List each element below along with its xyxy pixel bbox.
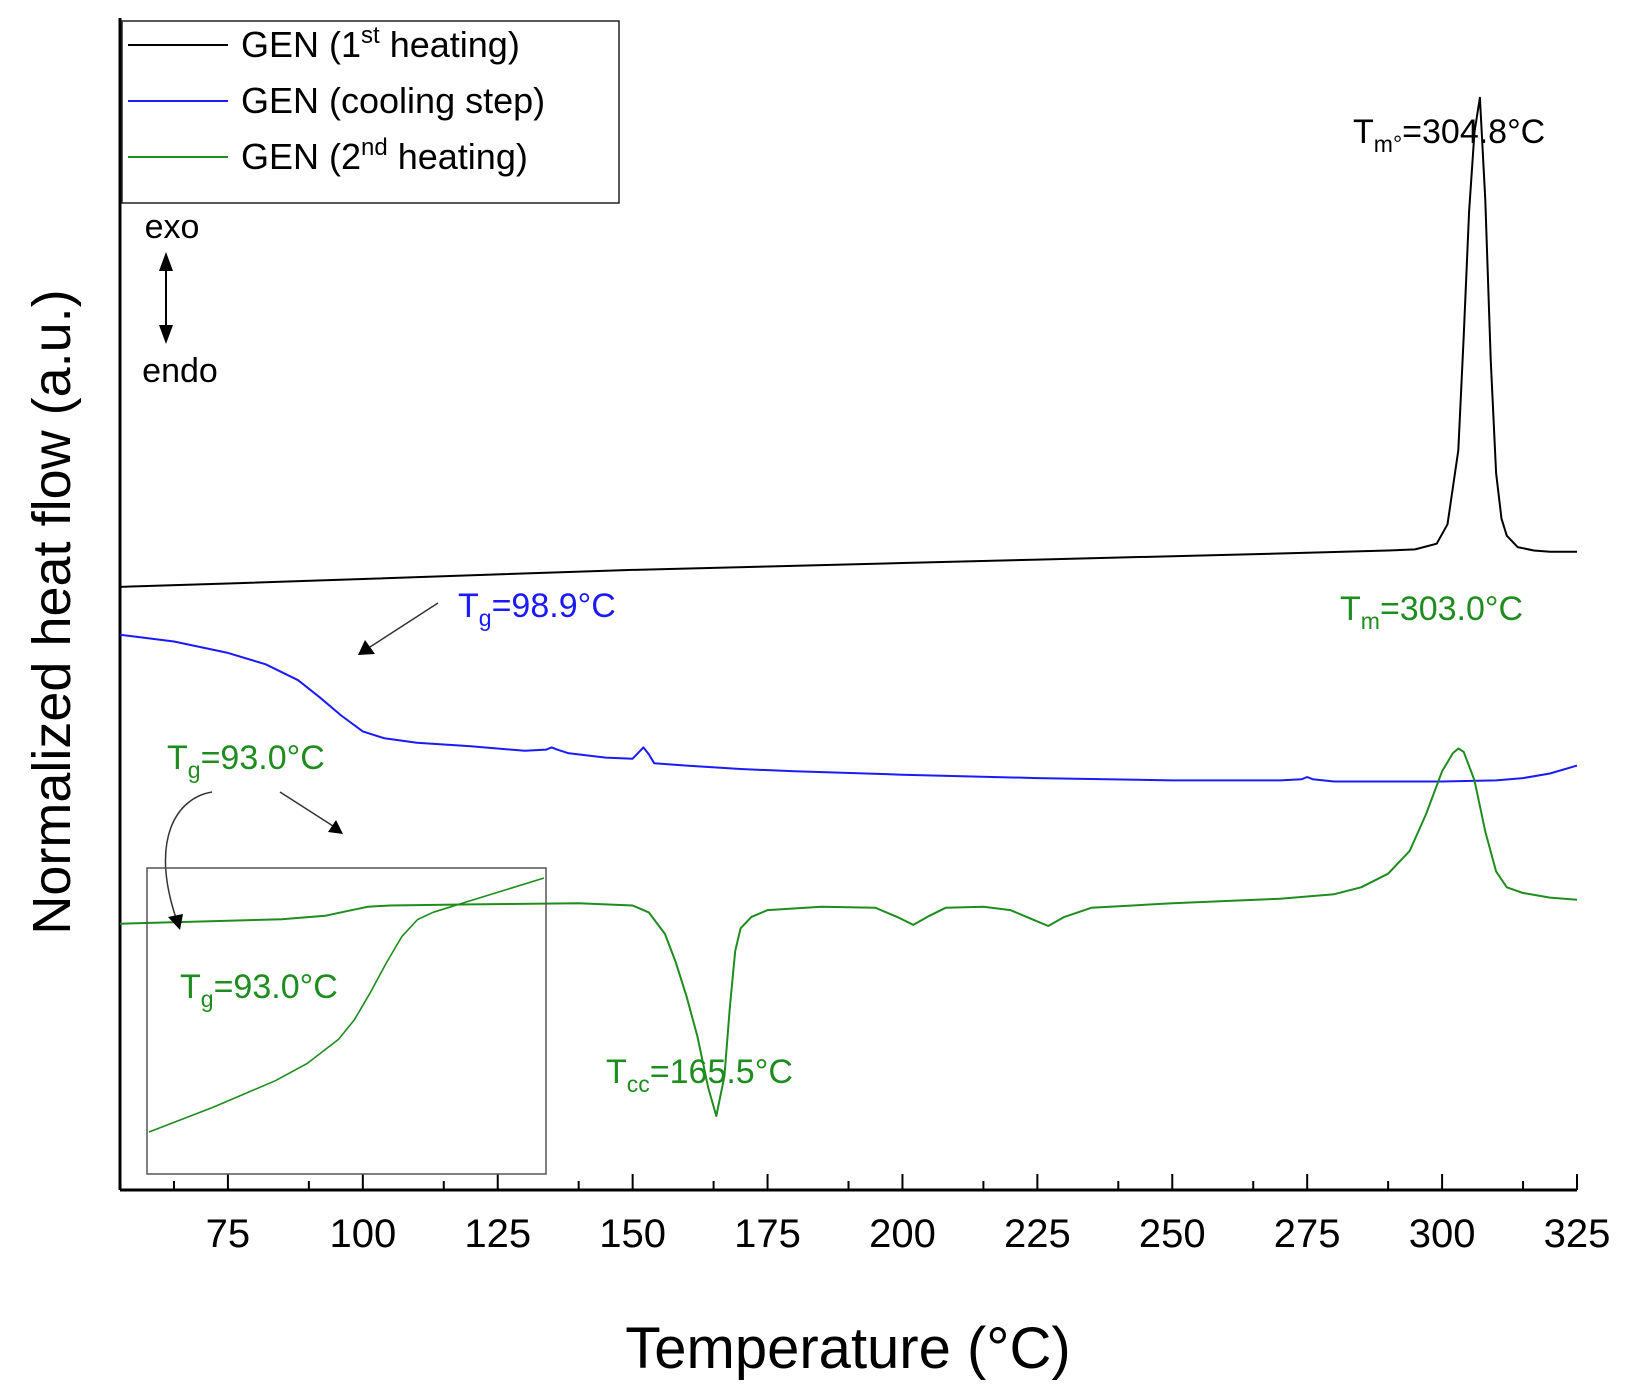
legend-label-3: GEN (2nd heating) (241, 134, 528, 177)
x-tick-label: 300 (1409, 1212, 1476, 1256)
inset-curve (148, 877, 545, 1133)
arrow-down-icon (159, 325, 173, 344)
series-layer (119, 96, 1578, 1117)
legend-label-1: GEN (1st heating) (241, 22, 520, 65)
inset-tg-label: Tg=93.0°C (180, 968, 338, 1012)
inset: Tg=93.0°C (146, 867, 547, 1175)
tg-cooling-arrowhead-icon (358, 640, 375, 655)
tg-second-heating-label: Tg=93.0°C (167, 739, 325, 783)
tg-cooling-arrow (369, 602, 439, 648)
tcc-label: Tcc=165.5°C (606, 1053, 793, 1097)
x-tick-label: 100 (329, 1212, 396, 1256)
x-tick-label: 275 (1274, 1212, 1341, 1256)
tg-cooling-label: Tg=98.9°C (458, 587, 616, 631)
arrow-up-icon (159, 252, 173, 271)
exo-label: exo (145, 208, 200, 246)
x-tick-label: 150 (599, 1212, 666, 1256)
inset-plot (148, 877, 545, 1133)
y-axis-label: Normalized heat flow (a.u.) (22, 289, 82, 934)
tm-second-heating-label: Tm=303.0°C (1340, 590, 1523, 634)
exo-endo-indicator: exo endo (142, 208, 218, 390)
legend-box (121, 20, 620, 204)
x-tick-label: 125 (464, 1212, 531, 1256)
series-line-1 (119, 96, 1577, 588)
x-tick-label: 200 (869, 1212, 936, 1256)
x-tick-label: 325 (1544, 1212, 1611, 1256)
series-line-2 (119, 633, 1578, 783)
annotations: Tm°=304.8°C Tg=98.9°C Tm=303.0°C Tg=93.0… (164, 113, 1545, 1097)
inset-box (146, 867, 547, 1175)
x-axis-label: Temperature (°C) (625, 1316, 1070, 1381)
x-ticks: 75 100 125 150 175 200 225 250 275 300 325 (172, 1174, 1611, 1256)
legend-entries: GEN (1st heating) GEN (cooling step) GEN (… (128, 22, 545, 177)
legend-label-2: GEN (cooling step) (241, 80, 545, 121)
x-tick-label: 175 (734, 1212, 801, 1256)
tm-first-heating-label: Tm°=304.8°C (1353, 113, 1545, 157)
tg-heating-arrowhead-icon (328, 820, 343, 834)
x-tick-label: 75 (206, 1212, 251, 1256)
x-tick-label: 250 (1139, 1212, 1206, 1256)
tg-heating-arrow (279, 791, 334, 827)
inset-pointer-arrowhead-icon (168, 914, 183, 930)
x-tick-label: 225 (1004, 1212, 1071, 1256)
inset-pointer-curve (164, 791, 213, 919)
endo-label: endo (142, 352, 218, 390)
legend: GEN (1st heating) GEN (cooling step) GEN (… (121, 20, 620, 204)
series-line-3 (119, 747, 1578, 1117)
